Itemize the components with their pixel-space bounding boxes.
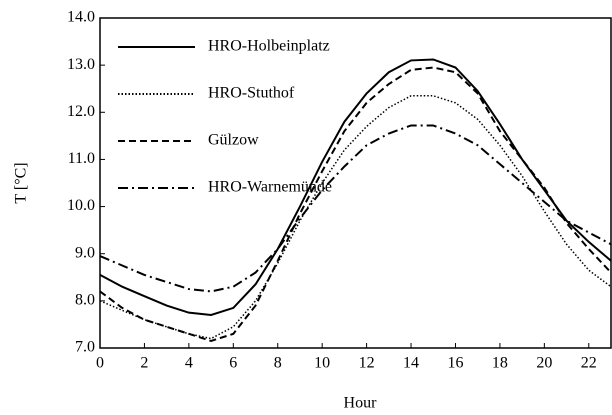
series-line (99, 124, 612, 293)
series-line (99, 95, 612, 340)
y-tick-label: 10.0 (67, 197, 95, 214)
y-tick-label: 12.0 (67, 103, 95, 120)
series-line (99, 66, 612, 342)
x-tick-label: 0 (96, 355, 104, 372)
x-tick-label: 22 (581, 355, 597, 372)
x-tick-label: 6 (229, 355, 237, 372)
x-tick-label: 20 (536, 355, 552, 372)
legend-label: HRO-Holbeinplatz (208, 38, 330, 55)
y-tick-label: 8.0 (75, 292, 95, 309)
legend-label: Gülzow (208, 132, 259, 149)
x-tick-label: 2 (140, 355, 148, 372)
x-tick-label: 16 (447, 355, 463, 372)
plot-frame (99, 17, 612, 349)
y-tick-label: 11.0 (68, 150, 95, 167)
x-tick-label: 18 (492, 355, 508, 372)
series-line (99, 58, 612, 317)
y-tick-label: 14.0 (67, 9, 95, 26)
x-tick-label: 4 (185, 355, 193, 372)
y-tick-label: 9.0 (75, 244, 95, 261)
y-tick-label: 13.0 (67, 56, 95, 73)
x-tick-label: 8 (274, 355, 282, 372)
x-tick-label: 10 (314, 355, 330, 372)
legend-label: HRO-Stuthof (208, 85, 295, 102)
y-tick-label: 7.0 (75, 339, 95, 356)
legend-label: HRO-Warnemünde (208, 179, 332, 196)
x-tick-label: 14 (403, 355, 419, 372)
x-tick-label: 12 (359, 355, 375, 372)
y-axis-label: T [°C] (13, 162, 30, 203)
x-axis-label: Hour (344, 395, 378, 412)
